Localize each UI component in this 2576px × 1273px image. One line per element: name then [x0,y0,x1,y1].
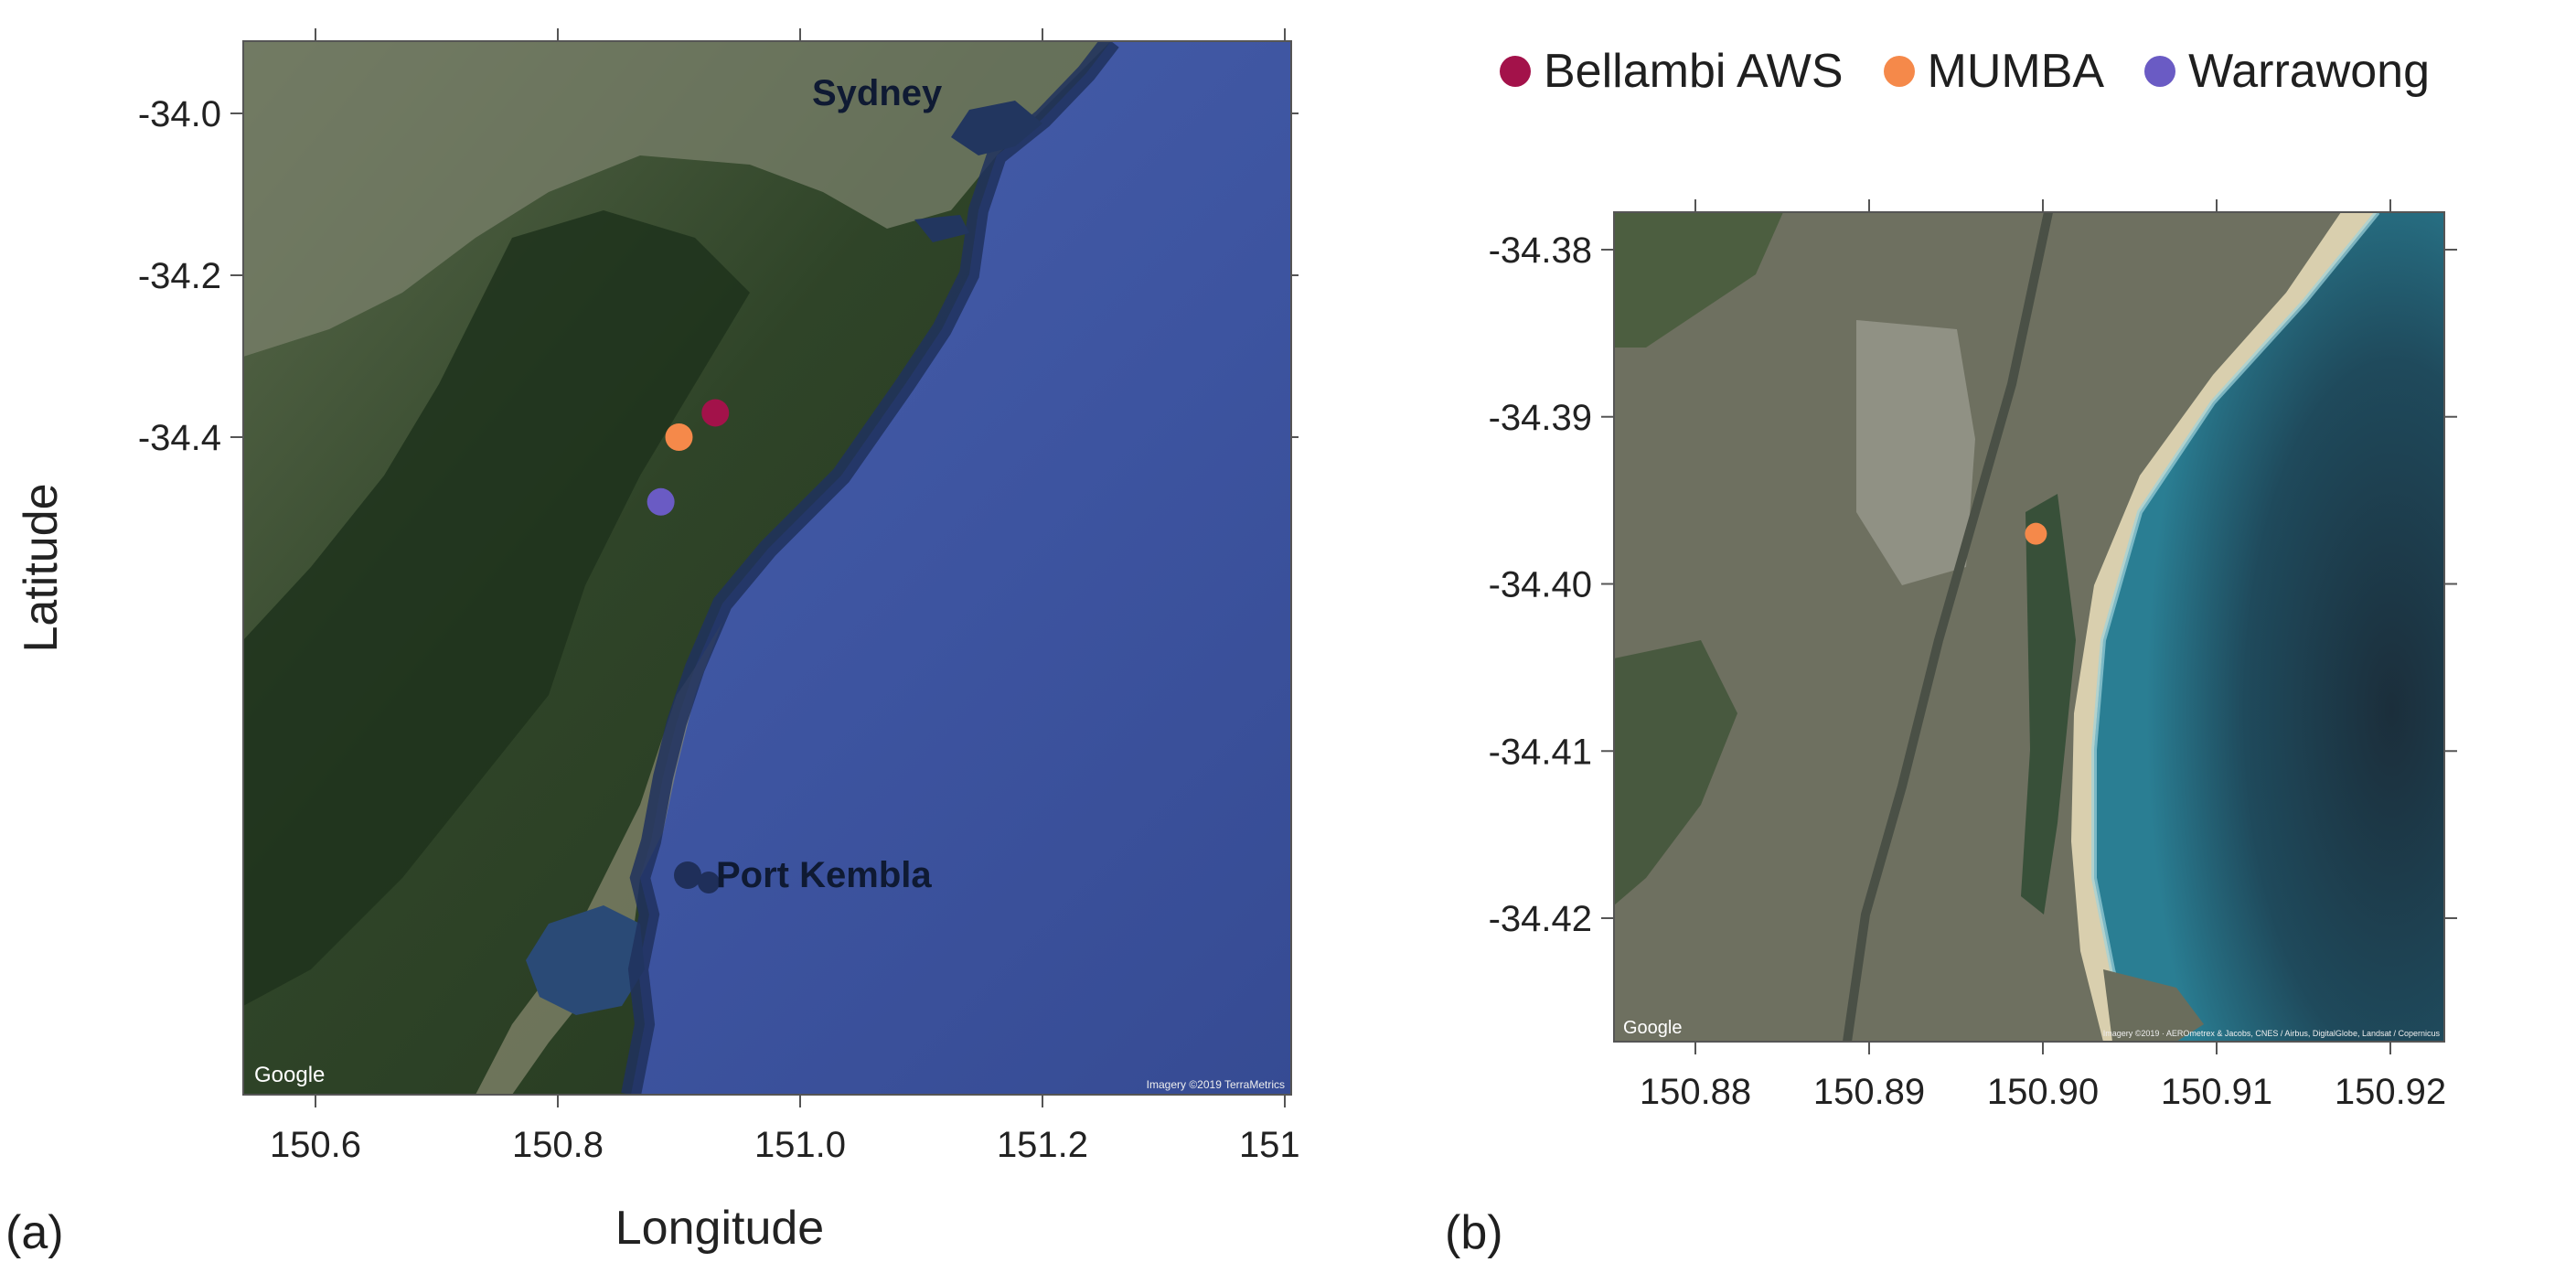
coastal-shelf-edge [621,41,1119,1095]
panel-b-frame [1613,211,2445,1043]
northern-urban-area [243,41,1111,357]
panel-b-x-tick-label: 150.88 [1640,1072,1751,1112]
panel-a-frame [242,40,1292,1096]
y-axis-label: Latitude [15,483,68,652]
map-legend: Bellambi AWS MUMBA Warrawong [1500,44,2430,99]
panel-a-x-tick-label: 150.8 [512,1125,604,1165]
panel-a-x-tick-label: 151.2 [997,1125,1088,1165]
panel-a-y-tick-label: -34.4 [138,418,221,458]
panel-b-y-tick-label: -34.42 [1489,899,1592,939]
panel-a-label: (a) [5,1206,64,1259]
legend-item-mumba: MUMBA [1883,44,2105,99]
surf-line [2091,212,2380,1042]
legend-label-warrawong: Warrawong [2188,45,2431,98]
panel-a-imagery [243,41,1291,1095]
google-logo-b: Google [1623,1018,1683,1038]
panel-b-y-tick-label: -34.41 [1489,732,1592,772]
green-patch-west [1614,212,1783,348]
warrawong-marker-icon [2144,56,2176,87]
port-kembla-breakwater [674,861,701,889]
place-label-port-kembla: Port Kembla [716,855,932,895]
imagery-attribution: Imagery ©2019 TerraMetrics [1147,1078,1285,1091]
google-logo: Google [254,1063,325,1087]
panel-a-station-warrawong-marker [647,487,675,516]
port-hacking-inlet [914,215,969,242]
panel-b-x-tick-label: 150.91 [2161,1072,2272,1112]
panel-a-map: 150.6 150.8 151.0 151.2 151.4 -34.0 -34.2 -34.4… [15,28,1299,1255]
panel-b-stations [2025,522,2047,545]
panel-b-imagery [1614,212,2444,1042]
forest-belt [243,210,750,1006]
x-axis-label: Longitude [615,1202,824,1255]
panel-b-y-tick-label: -34.38 [1489,230,1592,271]
panel-b-ticks: 150.88 150.89 150.90 150.91 150.92 -34.38 -34.… [1489,199,2457,1112]
panel-b-map: 150.88 150.89 150.90 150.91 150.92 -34.38 -34.… [1489,199,2457,1112]
panel-a-ticks: 150.6 150.8 151.0 151.2 151.4 -34.0 -34.2 -34.4 [138,28,1299,1165]
lake-illawarra [526,905,645,1015]
port-kembla-breakwater-2 [698,872,720,893]
panel-a-y-tick-label: -34.0 [138,94,221,134]
green-patch-southwest [1614,640,1737,905]
highway-corridor [1843,212,2053,1042]
panel-b-x-tick-label: 150.89 [1813,1072,1925,1112]
legend-item-warrawong: Warrawong [2144,44,2430,99]
panel-b-y-tick-label: -34.39 [1489,398,1592,438]
panel-a-x-tick-label: 151.0 [754,1125,846,1165]
beach-sand [2071,212,2378,1042]
panel-b-x-tick-label: 150.92 [2335,1072,2446,1112]
panel-b-station-mumba-marker [2025,522,2047,545]
legend-label-bellambi: Bellambi AWS [1544,45,1844,98]
panel-b-y-tick-label: -34.40 [1489,565,1592,605]
panel-a-y-tick-label: -34.2 [138,256,221,296]
panel-a-station-mumba-marker [665,423,693,451]
mumba-marker-icon [1883,56,1915,87]
panel-b-label: (b) [1445,1206,1503,1259]
wetland-strip [2021,494,2076,915]
headland [2103,969,2204,1042]
bellambi-marker-icon [1500,56,1531,87]
panel-b-x-tick-label: 150.90 [1987,1072,2099,1112]
panel-a-x-tick-label: 151.4 [1239,1125,1299,1165]
industrial-zone [1856,320,1975,585]
coastline-land [243,41,1111,1095]
botany-bay-inlet [951,101,1042,155]
place-label-sydney: Sydney [812,73,943,113]
legend-label-mumba: MUMBA [1927,45,2105,98]
panel-a-station-bellambi-aws-marker [701,399,730,427]
ocean-area [2094,212,2444,1042]
panel-a-stations [647,399,730,516]
imagery-attribution-b: Imagery ©2019 · AEROmetrex & Jacobs, CNE… [2103,1029,2441,1038]
panel-a-x-tick-label: 150.6 [270,1125,361,1165]
legend-item-bellambi: Bellambi AWS [1500,44,1844,99]
